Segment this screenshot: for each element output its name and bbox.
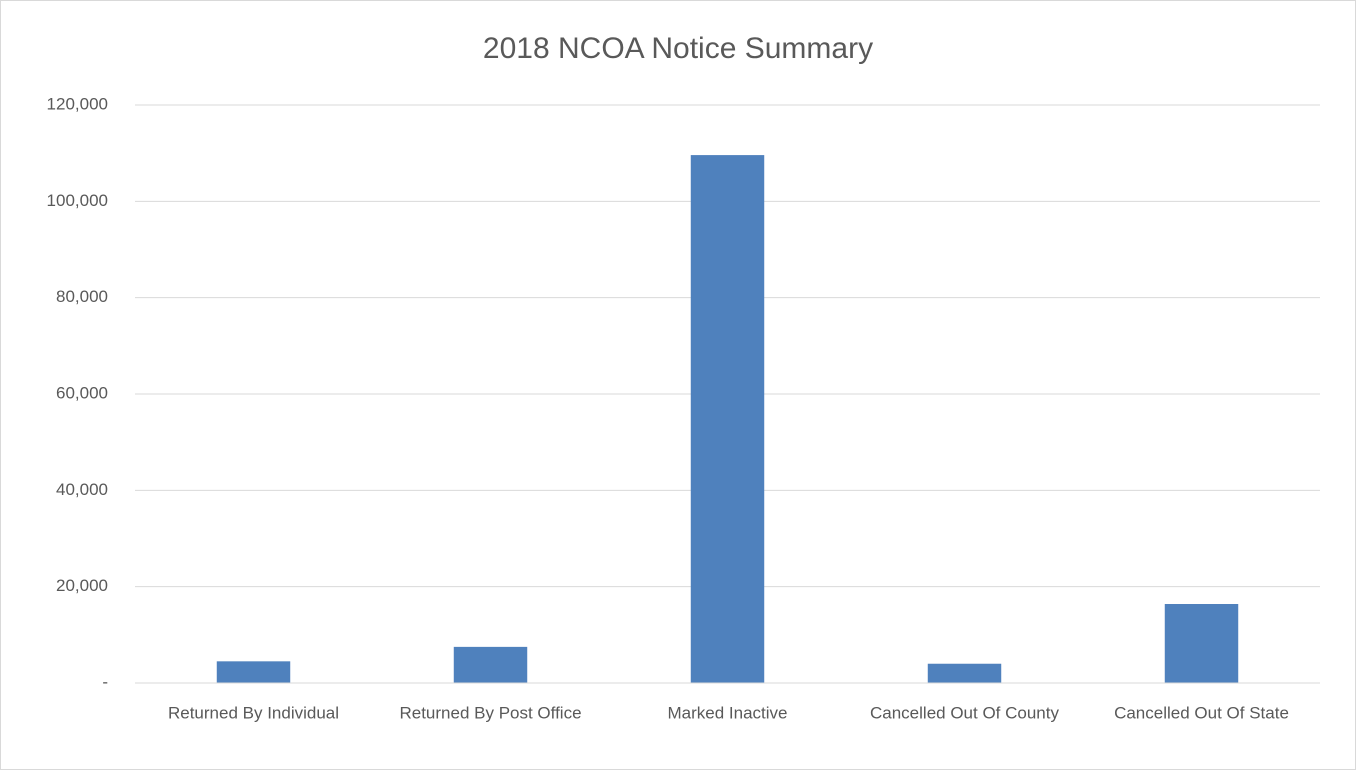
- x-tick-label: Returned By Post Office: [399, 703, 581, 722]
- x-tick-label: Cancelled Out Of County: [870, 703, 1059, 722]
- y-tick-label: 60,000: [56, 383, 108, 402]
- chart-title: 2018 NCOA Notice Summary: [483, 32, 873, 65]
- y-tick-label: -: [102, 672, 108, 691]
- bar: [927, 663, 1002, 683]
- y-tick-label: 40,000: [56, 480, 108, 499]
- y-tick-label: 120,000: [47, 94, 108, 113]
- y-tick-label: 20,000: [56, 576, 108, 595]
- x-tick-label: Marked Inactive: [668, 703, 788, 722]
- bar: [216, 661, 291, 683]
- x-tick-label: Returned By Individual: [168, 703, 339, 722]
- bar: [453, 646, 528, 683]
- x-tick-label: Cancelled Out Of State: [1114, 703, 1289, 722]
- bar: [690, 155, 765, 684]
- y-tick-label: 100,000: [47, 191, 108, 210]
- bar: [1164, 604, 1239, 683]
- y-tick-label: 80,000: [56, 287, 108, 306]
